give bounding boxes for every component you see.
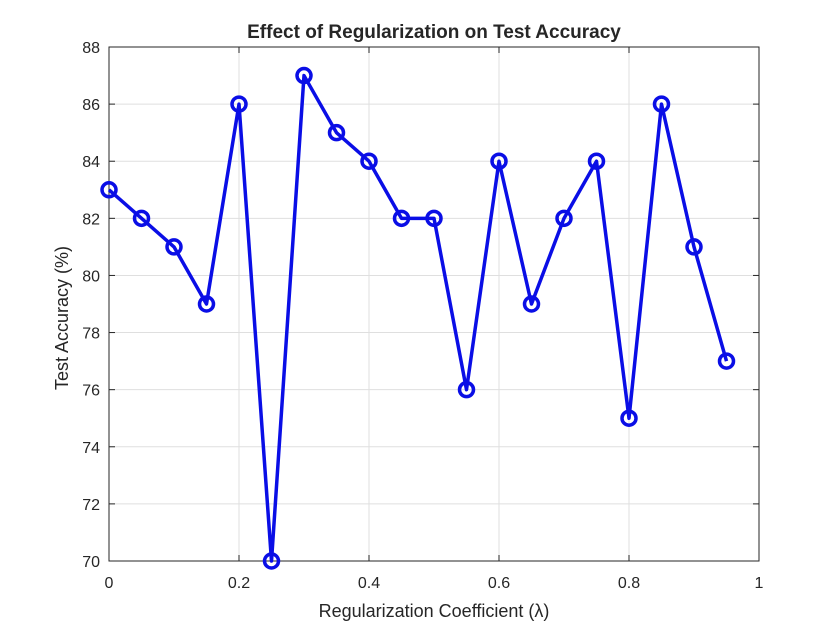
series-line	[107, 73, 729, 563]
y-tick-label: 76	[82, 383, 100, 400]
y-tick-label: 78	[82, 326, 100, 343]
data-point-marker	[587, 152, 606, 170]
x-tick-label: 0	[105, 575, 114, 592]
data-point-marker	[392, 209, 411, 228]
y-axis-label: Test Accuracy (%)	[52, 246, 72, 390]
data-point-marker	[555, 209, 573, 228]
data-point-marker	[165, 238, 183, 256]
data-series	[100, 66, 736, 570]
x-tick-label: 0.8	[618, 575, 640, 592]
y-tick-label: 88	[82, 40, 100, 57]
y-tick-label: 86	[82, 97, 100, 114]
axis-ticks: 0 0.2 0.4 0.6 0.8 1 70 72 74 76 78 80 82 84 86 88	[82, 40, 763, 592]
data-point-marker	[652, 95, 671, 113]
x-tick-label: 0.6	[488, 575, 510, 592]
x-tick-label: 0.2	[228, 575, 250, 592]
y-tick-label: 82	[82, 211, 100, 228]
y-tick-label: 70	[82, 554, 100, 571]
data-point-marker	[717, 352, 736, 370]
data-point-marker	[100, 181, 118, 199]
y-tick-label: 80	[82, 268, 100, 285]
data-point-marker	[620, 409, 638, 427]
data-point-marker	[295, 66, 313, 85]
data-point-marker	[132, 209, 151, 228]
data-point-marker	[327, 123, 346, 142]
data-point-marker	[230, 95, 248, 113]
data-point-marker	[197, 295, 216, 313]
data-point-marker	[685, 238, 703, 256]
chart-title: Effect of Regularization on Test Accurac…	[247, 22, 621, 43]
data-point-marker	[425, 209, 443, 228]
x-axis-label: Regularization Coefficient (λ)	[319, 601, 550, 621]
x-tick-label: 1	[755, 575, 764, 592]
data-point-marker	[457, 380, 476, 399]
plot-area	[109, 47, 759, 561]
y-tick-label: 74	[82, 440, 100, 457]
axes-box	[108, 46, 760, 562]
data-point-marker	[522, 295, 541, 313]
data-point-marker	[262, 552, 281, 570]
y-tick-label: 84	[82, 154, 100, 171]
y-tick-label: 72	[82, 497, 100, 514]
x-tick-label: 0.4	[358, 575, 380, 592]
data-point-marker	[360, 152, 378, 170]
data-point-marker	[490, 152, 508, 170]
